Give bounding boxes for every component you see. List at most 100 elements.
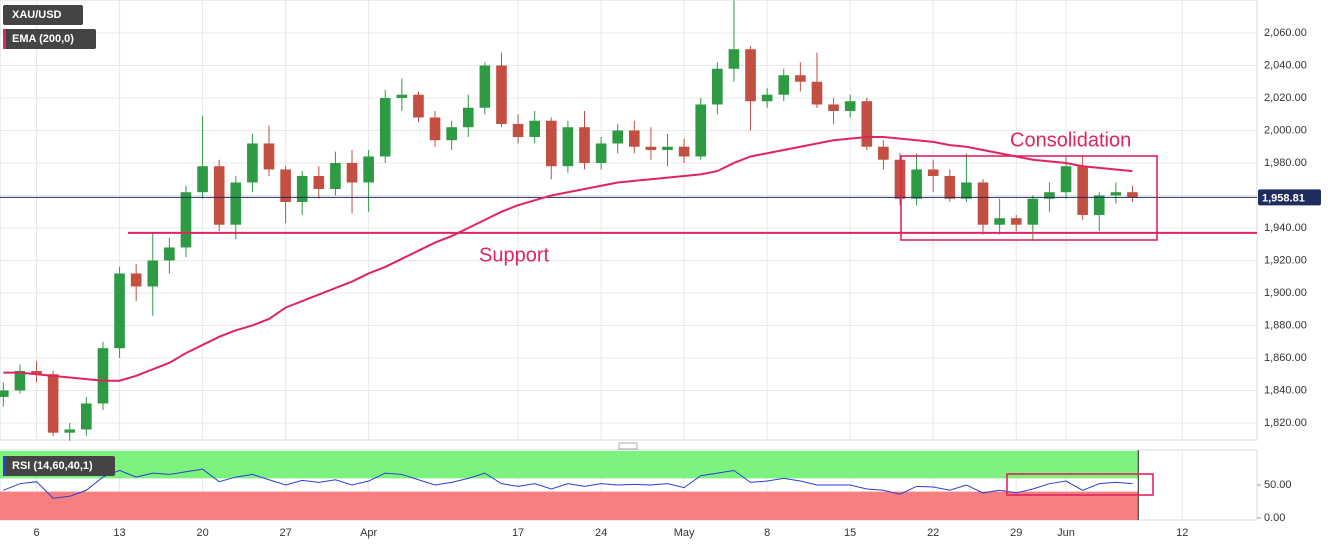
x-tick-label: 13 [113,527,125,539]
candle-body [280,169,291,202]
candle-body [1060,166,1072,193]
candle-body [446,127,457,141]
candle-body [114,273,125,349]
y-tick-label: 2,020.00 [1264,92,1307,104]
candle-body [1077,166,1088,215]
candle-body [379,97,391,157]
x-tick-label: Apr [360,527,377,539]
candle-body [628,130,640,147]
candle-body [330,162,341,189]
candle-body [961,182,972,199]
y-tick-label: 0.00 [1264,512,1285,524]
rsi-line [3,468,1133,499]
candle-body [994,218,1005,225]
candle-body [861,101,873,147]
candle-body [844,101,856,111]
oversold-zone [0,491,1139,520]
ema-line [3,135,1133,382]
legend-label: RSI (14,60,40,1) [12,460,93,472]
candle-body [745,49,756,102]
last-price-tag [1258,189,1321,206]
legend-box [3,29,96,49]
candle-body [645,146,657,150]
candle-body [1010,218,1022,225]
x-tick-label: 20 [196,527,208,539]
candle-body [1044,192,1055,199]
x-tick-label: 27 [279,527,291,539]
candle-body [512,123,524,137]
candle-body [1110,192,1122,196]
legend-label: EMA (200,0) [12,33,74,45]
candle-body [462,107,474,128]
overbought-zone [0,451,1139,479]
candle-body [612,130,624,144]
candle-body [363,156,374,183]
candle-body [529,120,540,137]
x-tick-label: 8 [764,527,770,539]
pane-resize-handle[interactable] [618,442,638,450]
candle-body [662,146,673,150]
candle-body [595,143,607,163]
candle-body [1093,195,1105,215]
y-tick-label: 1,820.00 [1264,417,1307,429]
x-tick-label: May [674,527,695,539]
candle-body [911,169,922,199]
candle-body [811,81,823,105]
y-tick-label: 1,880.00 [1264,319,1307,331]
candle-body [263,143,275,170]
candle-body [180,192,192,248]
candle-body [0,390,9,397]
rsi-box [1006,473,1154,496]
candle-body [678,146,690,157]
y-tick-label: 2,040.00 [1264,59,1307,71]
candle-body [164,247,175,261]
candle-body [197,166,208,193]
x-tick-label: 15 [844,527,856,539]
x-tick-label: 29 [1010,527,1022,539]
candle-body [579,127,590,163]
candle-body [977,182,989,225]
candle-body [429,117,441,141]
x-tick-label: 17 [512,527,524,539]
candle-body [795,75,806,82]
y-tick-label: 50.00 [1264,479,1292,491]
candle-body [247,143,258,183]
price-pane [0,0,1258,441]
x-tick-label: 22 [927,527,939,539]
candle-body [545,120,557,167]
candle-body [728,49,740,69]
candle-body [562,127,574,167]
candle-body [81,403,92,430]
legend-label: XAU/USD [12,9,62,21]
y-tick-label: 2,000.00 [1264,124,1307,136]
x-tick-label: 12 [1176,527,1188,539]
candle-body [413,94,424,118]
candle-body [1027,198,1039,225]
x-tick-label: Jun [1057,527,1075,539]
candle-body [712,68,723,105]
x-tick-label: 24 [595,527,607,539]
y-tick-label: 1,920.00 [1264,254,1307,266]
y-tick-label: 1,980.00 [1264,157,1307,169]
candle-body [31,370,42,375]
candle-body [213,166,225,225]
candle-body [496,65,507,124]
y-tick-label: 1,840.00 [1264,384,1307,396]
candle-body [64,429,76,433]
candle-body [927,169,939,176]
legend-swatch [3,29,6,49]
last-price-label: 1,958.81 [1262,192,1305,204]
legend-box [3,5,83,25]
consolidation-label: Consolidation [1010,129,1131,151]
y-tick-label: 1,900.00 [1264,287,1307,299]
candle-body [14,370,26,391]
candle-body [828,104,839,111]
candle-body [147,260,159,287]
candle-body [878,146,889,160]
y-tick-label: 1,860.00 [1264,352,1307,364]
candle-body [47,374,59,433]
y-tick-label: 2,060.00 [1264,27,1307,39]
y-tick-label: 1,940.00 [1264,222,1307,234]
candle-body [778,75,790,95]
legend-box [3,456,115,476]
